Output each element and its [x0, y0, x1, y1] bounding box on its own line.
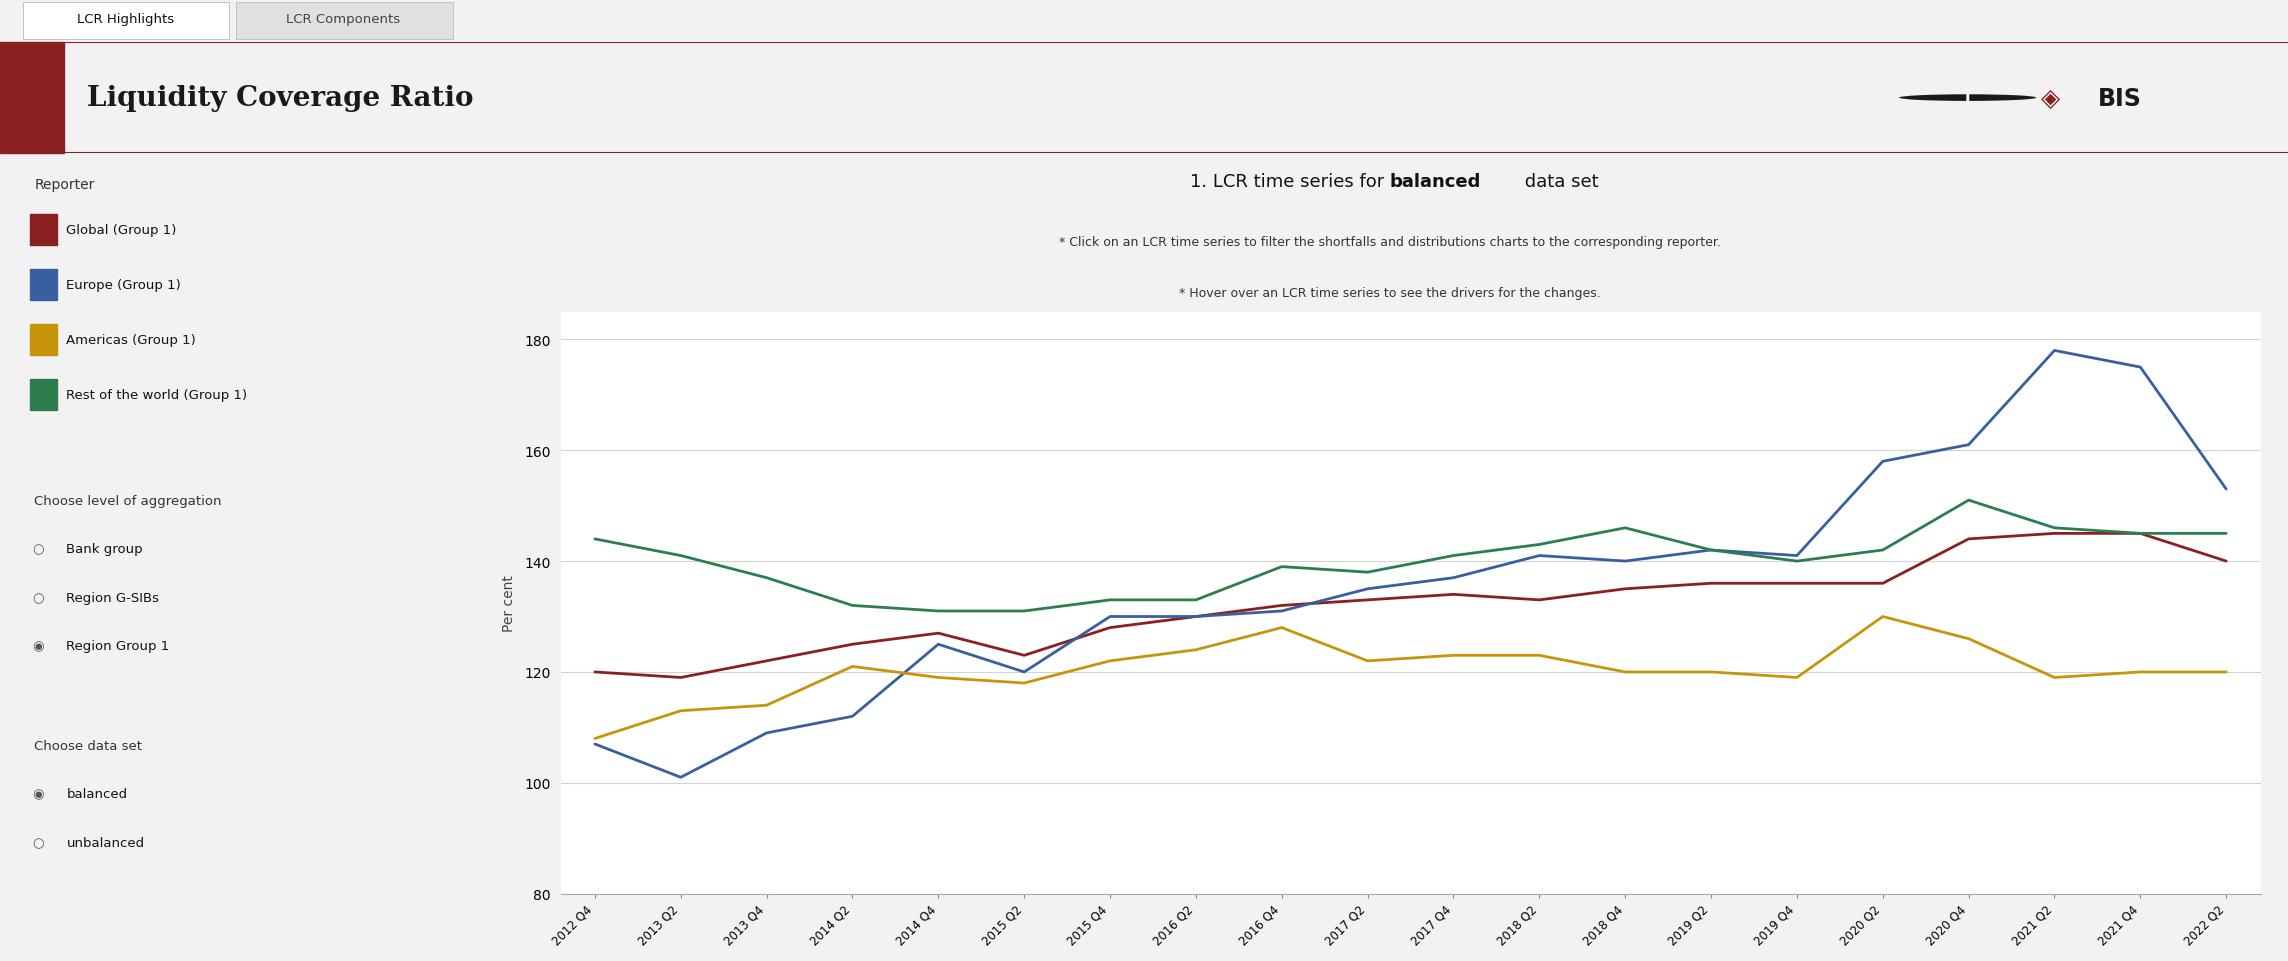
- Text: ◉: ◉: [32, 640, 43, 653]
- Text: 1. LCR time series for: 1. LCR time series for: [1190, 173, 1391, 191]
- Text: Bank group: Bank group: [66, 543, 144, 555]
- Text: ○: ○: [32, 591, 43, 604]
- Text: Choose level of aggregation: Choose level of aggregation: [34, 494, 222, 507]
- Text: ◉: ◉: [32, 787, 43, 801]
- Text: balanced: balanced: [66, 787, 128, 801]
- Text: unbalanced: unbalanced: [66, 836, 144, 849]
- Text: Region G-SIBs: Region G-SIBs: [66, 591, 160, 604]
- Text: Americas (Group 1): Americas (Group 1): [66, 333, 197, 347]
- FancyBboxPatch shape: [236, 4, 453, 39]
- Text: Liquidity Coverage Ratio: Liquidity Coverage Ratio: [87, 85, 474, 112]
- Text: LCR Highlights: LCR Highlights: [78, 13, 174, 26]
- Bar: [30, 270, 57, 301]
- Text: LCR Components: LCR Components: [286, 13, 400, 26]
- Bar: [30, 215, 57, 246]
- Text: * Click on an LCR time series to filter the shortfalls and distributions charts : * Click on an LCR time series to filter …: [1059, 236, 1721, 249]
- Text: BIS: BIS: [2098, 86, 2142, 111]
- Text: * Hover over an LCR time series to see the drivers for the changes.: * Hover over an LCR time series to see t…: [1178, 286, 1602, 300]
- Text: Rest of the world (Group 1): Rest of the world (Group 1): [66, 388, 247, 402]
- Bar: [30, 380, 57, 410]
- Text: ○: ○: [32, 836, 43, 849]
- Text: ○: ○: [32, 543, 43, 555]
- Text: Europe (Group 1): Europe (Group 1): [66, 279, 181, 292]
- Circle shape: [1899, 95, 2036, 102]
- Text: Reporter: Reporter: [34, 178, 94, 192]
- Y-axis label: Per cent: Per cent: [501, 575, 517, 631]
- Text: i: i: [1965, 89, 1970, 108]
- Bar: [0, 43, 64, 154]
- Text: Region Group 1: Region Group 1: [66, 640, 169, 653]
- FancyBboxPatch shape: [23, 4, 229, 39]
- Text: ◈: ◈: [2041, 86, 2059, 111]
- Text: Global (Group 1): Global (Group 1): [66, 224, 176, 237]
- Text: Choose data set: Choose data set: [34, 739, 142, 752]
- Text: balanced: balanced: [1391, 173, 1480, 191]
- Text: data set: data set: [1519, 173, 1599, 191]
- Bar: [30, 325, 57, 356]
